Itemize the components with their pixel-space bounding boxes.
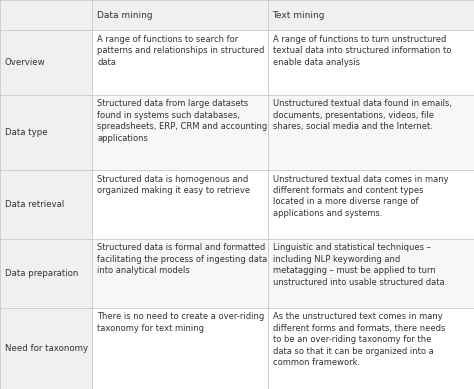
Text: Need for taxonomy: Need for taxonomy bbox=[5, 344, 88, 353]
Text: Unstructured textual data found in emails,
documents, presentations, videos, fil: Unstructured textual data found in email… bbox=[273, 100, 452, 131]
Text: A range of functions to turn unstructured
textual data into structured informati: A range of functions to turn unstructure… bbox=[273, 35, 451, 67]
Text: There is no need to create a over-riding
taxonomy for text mining: There is no need to create a over-riding… bbox=[97, 312, 264, 333]
Bar bbox=[92, 0, 268, 30]
Bar bbox=[0, 95, 92, 170]
Bar bbox=[92, 170, 268, 239]
Text: Data mining: Data mining bbox=[97, 11, 153, 19]
Text: Structured data is homogenous and
organized making it easy to retrieve: Structured data is homogenous and organi… bbox=[97, 175, 250, 195]
Bar bbox=[92, 30, 268, 95]
Bar bbox=[0, 30, 92, 95]
Bar bbox=[268, 95, 474, 170]
Bar bbox=[0, 170, 92, 239]
Text: A range of functions to search for
patterns and relationships in structured
data: A range of functions to search for patte… bbox=[97, 35, 264, 67]
Text: Overview: Overview bbox=[5, 58, 46, 67]
Text: Linguistic and statistical techniques –
including NLP keywording and
metatagging: Linguistic and statistical techniques – … bbox=[273, 244, 447, 287]
Bar bbox=[268, 239, 474, 308]
Bar bbox=[268, 170, 474, 239]
Bar bbox=[268, 308, 474, 389]
Bar bbox=[0, 308, 92, 389]
Bar bbox=[0, 0, 92, 30]
Bar bbox=[92, 239, 268, 308]
Text: Data preparation: Data preparation bbox=[5, 269, 78, 278]
Bar bbox=[0, 239, 92, 308]
Bar bbox=[268, 30, 474, 95]
Text: Structured data from large datasets
found in systems such databases,
spreadsheet: Structured data from large datasets foun… bbox=[97, 100, 267, 143]
Bar bbox=[92, 95, 268, 170]
Text: Data type: Data type bbox=[5, 128, 47, 137]
Text: Data retrieval: Data retrieval bbox=[5, 200, 64, 209]
Bar bbox=[268, 0, 474, 30]
Text: As the unstructured text comes in many
different forms and formats, there needs
: As the unstructured text comes in many d… bbox=[273, 312, 445, 367]
Bar bbox=[92, 308, 268, 389]
Text: Unstructured textual data comes in many
different formats and content types
loca: Unstructured textual data comes in many … bbox=[273, 175, 448, 218]
Text: Structured data is formal and formatted
facilitating the process of ingesting da: Structured data is formal and formatted … bbox=[97, 244, 267, 275]
Text: Text mining: Text mining bbox=[273, 11, 325, 19]
